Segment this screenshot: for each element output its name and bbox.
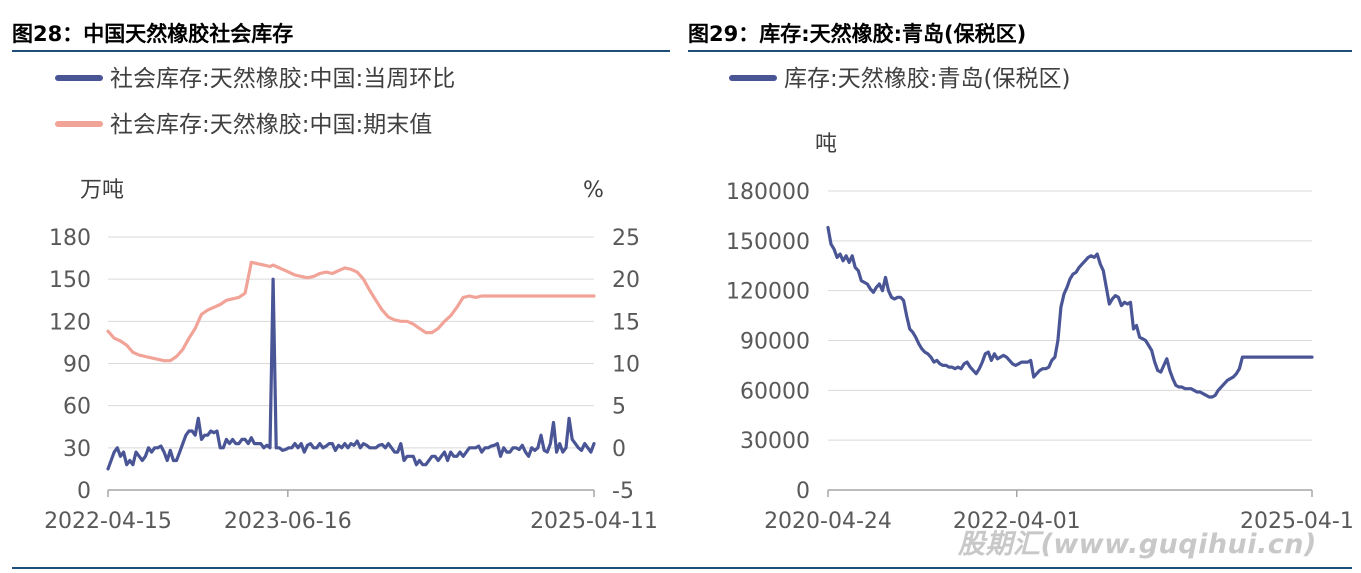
y-left-tick-label: 120 bbox=[49, 310, 91, 335]
bottom-rule bbox=[12, 567, 1352, 569]
y-left-tick-label: 120000 bbox=[726, 280, 810, 305]
y-left-unit-label: 万吨 bbox=[80, 178, 124, 203]
y-right-tick-label: 0 bbox=[612, 437, 626, 462]
figure-28-title: 图28：中国天然橡胶社会库存 bbox=[12, 22, 294, 46]
y-left-tick-label: 90000 bbox=[740, 330, 810, 355]
y-left-tick-label: 90 bbox=[63, 353, 91, 378]
x-tick-label: 2022-04-01 bbox=[953, 509, 1081, 534]
y-right-tick-label: 15 bbox=[612, 310, 640, 335]
y-left-tick-label: 60000 bbox=[740, 379, 810, 404]
legend-label: 社会库存:天然橡胶:中国:当周环比 bbox=[110, 66, 455, 92]
y-left-tick-label: 30000 bbox=[740, 429, 810, 454]
legend-label: 库存:天然橡胶:青岛(保税区) bbox=[784, 66, 1070, 92]
x-tick-label: 2020-04-24 bbox=[764, 509, 892, 534]
figure-29-title: 图29：库存:天然橡胶:青岛(保税区) bbox=[688, 22, 1027, 46]
series-line bbox=[826, 225, 1314, 399]
x-tick-label: 2025-04-1 bbox=[1240, 509, 1354, 534]
y-right-unit-label: % bbox=[583, 178, 604, 203]
y-left-tick-label: 180000 bbox=[726, 180, 810, 205]
y-right-tick-label: -5 bbox=[612, 479, 634, 504]
y-right-tick-label: 20 bbox=[612, 268, 640, 293]
y-left-tick-label: 30 bbox=[63, 437, 91, 462]
y-left-tick-label: 180 bbox=[49, 226, 91, 251]
x-tick-label: 2022-04-15 bbox=[44, 509, 172, 534]
series-line bbox=[106, 260, 596, 363]
y-right-tick-label: 10 bbox=[612, 353, 640, 378]
y-left-tick-label: 0 bbox=[77, 479, 91, 504]
figure-28-title-rule bbox=[12, 50, 670, 52]
y-right-tick-label: 25 bbox=[612, 226, 640, 251]
x-tick-label: 2023-06-16 bbox=[224, 509, 352, 534]
y-left-tick-label: 150000 bbox=[726, 230, 810, 255]
x-tick-label: 2025-04-11 bbox=[530, 509, 658, 534]
y-left-unit-label: 吨 bbox=[815, 132, 837, 157]
y-right-tick-label: 5 bbox=[612, 395, 626, 420]
figure-29-title-rule bbox=[688, 50, 1352, 52]
y-left-tick-label: 150 bbox=[49, 268, 91, 293]
y-left-tick-label: 60 bbox=[63, 395, 91, 420]
watermark-text: 股期汇(www.guqihui.cn) bbox=[958, 529, 1317, 560]
series-line bbox=[106, 277, 596, 471]
legend-label: 社会库存:天然橡胶:中国:期末值 bbox=[110, 112, 432, 138]
y-left-tick-label: 0 bbox=[796, 479, 810, 504]
